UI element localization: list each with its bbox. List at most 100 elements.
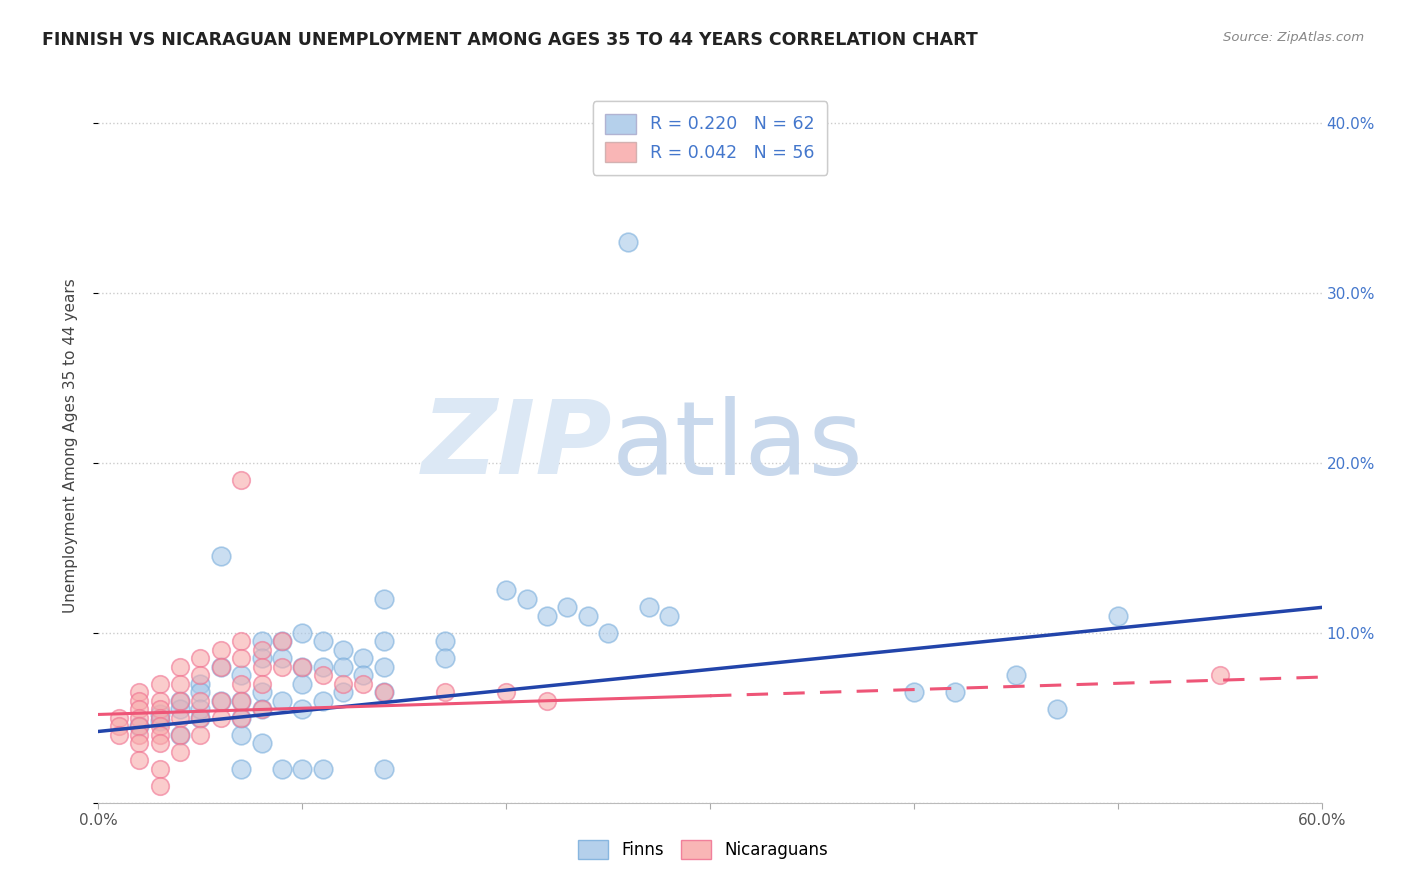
Point [231,711,253,725]
Point [270,651,294,665]
Point [149,711,172,725]
Point [188,728,212,742]
Point [903,685,925,699]
Point [128,694,150,708]
Text: ZIP: ZIP [422,395,612,497]
Y-axis label: Unemployment Among Ages 35 to 44 years: Unemployment Among Ages 35 to 44 years [63,278,77,614]
Point [332,685,354,699]
Point [352,668,374,682]
Point [169,745,191,759]
Point [250,634,273,648]
Point [231,728,253,742]
Point [270,762,294,776]
Point [312,634,335,648]
Point [617,235,640,249]
Point [231,711,253,725]
Point [312,660,335,674]
Point [169,660,191,674]
Text: FINNISH VS NICARAGUAN UNEMPLOYMENT AMONG AGES 35 TO 44 YEARS CORRELATION CHART: FINNISH VS NICARAGUAN UNEMPLOYMENT AMONG… [42,31,979,49]
Point [209,711,232,725]
Text: atlas: atlas [612,395,863,497]
Point [149,779,172,793]
Point [108,728,131,742]
Point [291,626,314,640]
Point [250,702,273,716]
Point [291,677,314,691]
Point [188,694,212,708]
Point [373,634,395,648]
Point [270,634,294,648]
Legend: R = 0.220   N = 62, R = 0.042   N = 56: R = 0.220 N = 62, R = 0.042 N = 56 [593,102,827,175]
Point [352,651,374,665]
Point [149,719,172,733]
Point [231,668,253,682]
Point [332,660,354,674]
Point [291,762,314,776]
Point [250,651,273,665]
Point [557,600,579,615]
Point [373,762,395,776]
Legend: Finns, Nicaraguans: Finns, Nicaraguans [571,834,835,866]
Point [250,677,273,691]
Point [231,677,253,691]
Point [332,677,354,691]
Point [149,707,172,722]
Point [209,694,232,708]
Point [516,591,538,606]
Point [536,694,558,708]
Point [250,702,273,716]
Point [209,660,232,674]
Point [638,600,661,615]
Point [536,608,558,623]
Point [209,549,232,564]
Point [169,728,191,742]
Point [188,711,212,725]
Point [128,719,150,733]
Point [188,668,212,682]
Point [231,634,253,648]
Point [231,694,253,708]
Point [373,685,395,699]
Point [108,719,131,733]
Point [149,702,172,716]
Point [169,711,191,725]
Point [434,651,457,665]
Point [250,660,273,674]
Point [270,694,294,708]
Point [149,762,172,776]
Point [576,608,599,623]
Point [495,685,517,699]
Point [231,694,253,708]
Point [250,685,273,699]
Point [1004,668,1026,682]
Point [149,677,172,691]
Point [149,694,172,708]
Text: Source: ZipAtlas.com: Source: ZipAtlas.com [1223,31,1364,45]
Point [169,694,191,708]
Point [169,677,191,691]
Point [169,728,191,742]
Point [188,702,212,716]
Point [352,677,374,691]
Point [312,694,335,708]
Point [270,660,294,674]
Point [128,685,150,699]
Point [373,591,395,606]
Point [1209,668,1232,682]
Point [231,762,253,776]
Point [149,736,172,750]
Point [291,702,314,716]
Point [291,660,314,674]
Point [149,728,172,742]
Point [209,660,232,674]
Point [250,736,273,750]
Point [1107,608,1129,623]
Point [169,694,191,708]
Point [250,643,273,657]
Point [434,634,457,648]
Point [209,694,232,708]
Point [291,660,314,674]
Point [658,608,681,623]
Point [128,728,150,742]
Point [943,685,966,699]
